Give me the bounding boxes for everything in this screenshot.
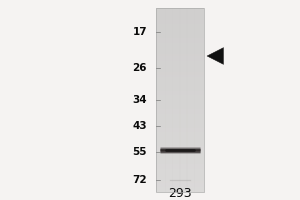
Bar	[179, 8, 181, 192]
Bar	[156, 81, 204, 84]
Text: 293: 293	[168, 187, 192, 200]
Bar	[156, 28, 204, 31]
Bar	[156, 47, 204, 49]
Bar	[156, 67, 204, 70]
Bar	[156, 162, 204, 164]
Bar	[156, 90, 204, 93]
Bar	[156, 44, 204, 47]
Bar	[156, 185, 204, 187]
Bar	[156, 56, 204, 59]
Bar	[156, 33, 204, 36]
Bar	[156, 104, 204, 107]
Bar	[156, 72, 204, 75]
Bar	[165, 8, 166, 192]
Bar	[156, 8, 204, 192]
Bar	[156, 146, 204, 148]
Bar	[156, 19, 204, 22]
Bar	[156, 130, 204, 132]
Bar	[156, 120, 204, 123]
Bar	[156, 176, 204, 178]
Bar	[156, 143, 204, 146]
Bar	[156, 139, 204, 141]
Bar	[156, 166, 204, 169]
Bar	[156, 141, 204, 144]
Bar	[156, 84, 204, 86]
Bar	[156, 118, 204, 121]
Bar	[156, 54, 204, 56]
Bar	[156, 17, 204, 20]
Bar	[156, 42, 204, 45]
Bar	[156, 86, 204, 88]
Bar	[156, 106, 204, 109]
Bar	[156, 63, 204, 66]
Text: 72: 72	[132, 175, 147, 185]
Bar	[156, 178, 204, 180]
Bar	[156, 123, 204, 125]
Bar	[156, 8, 204, 10]
Bar	[156, 148, 204, 151]
Bar	[156, 26, 204, 29]
Bar	[156, 150, 204, 153]
Bar	[156, 132, 204, 135]
Bar	[156, 164, 204, 167]
Bar	[156, 182, 204, 185]
Polygon shape	[207, 48, 224, 64]
Bar	[156, 116, 204, 118]
Bar	[156, 97, 204, 100]
Bar	[156, 155, 204, 158]
Text: 43: 43	[132, 121, 147, 131]
Bar	[156, 24, 204, 26]
Bar	[156, 35, 204, 38]
Bar	[156, 77, 204, 79]
Bar	[156, 134, 204, 137]
Bar	[156, 40, 204, 43]
Bar	[156, 15, 204, 17]
Bar	[156, 61, 204, 63]
Bar	[156, 95, 204, 98]
Bar	[172, 8, 173, 192]
Bar	[156, 159, 204, 162]
Bar	[186, 8, 188, 192]
Bar	[156, 136, 204, 139]
Bar	[156, 187, 204, 190]
Bar	[156, 125, 204, 128]
Bar	[156, 113, 204, 116]
Bar	[156, 93, 204, 95]
Bar	[156, 102, 204, 105]
Bar	[156, 189, 204, 192]
Bar	[156, 180, 204, 183]
Text: 17: 17	[132, 27, 147, 37]
Bar	[156, 38, 204, 40]
Bar	[156, 74, 204, 77]
Bar	[156, 65, 204, 68]
Bar	[156, 173, 204, 176]
Bar	[156, 49, 204, 52]
Bar	[156, 10, 204, 13]
Bar	[156, 157, 204, 160]
Bar	[156, 12, 204, 15]
Bar	[156, 31, 204, 33]
Bar	[156, 70, 204, 72]
Bar	[156, 100, 204, 102]
Bar	[194, 8, 195, 192]
Bar	[156, 88, 204, 91]
Text: 34: 34	[132, 95, 147, 105]
Text: 26: 26	[133, 63, 147, 73]
Bar	[156, 169, 204, 171]
Bar	[156, 21, 204, 24]
Bar	[156, 127, 204, 130]
Bar	[156, 109, 204, 112]
Bar	[156, 51, 204, 54]
Bar	[156, 111, 204, 114]
Bar	[156, 79, 204, 82]
Text: 55: 55	[133, 147, 147, 157]
Bar	[156, 58, 204, 61]
Bar	[156, 152, 204, 155]
Bar	[156, 171, 204, 174]
